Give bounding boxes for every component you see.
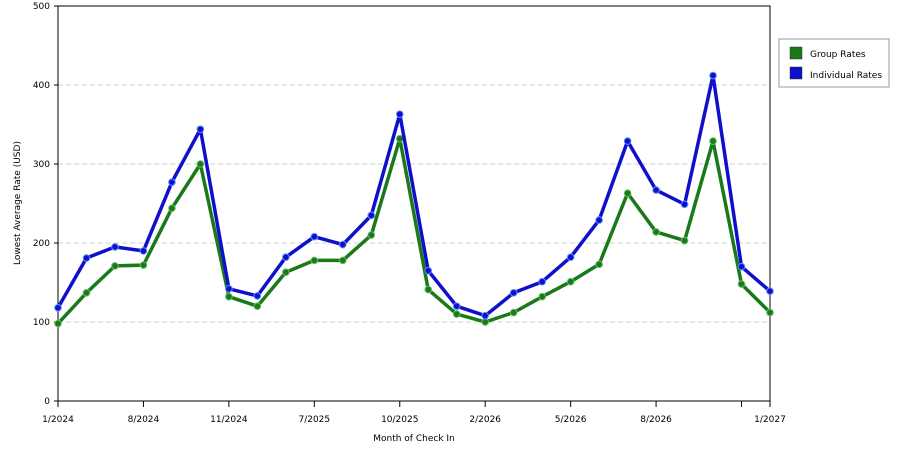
data-point-individual-rates: [310, 232, 319, 241]
x-axis-title: Month of Check In: [373, 434, 455, 444]
x-tick-label: 11/2024: [210, 415, 248, 425]
legend: Group Rates Individual Rates: [778, 38, 890, 88]
data-point-group-rates: [766, 308, 774, 317]
data-point-group-rates: [452, 310, 461, 318]
data-point-individual-rates: [168, 178, 176, 186]
y-tick-label: 200: [33, 239, 50, 249]
x-tick-label: 5/2026: [555, 415, 587, 425]
data-point-individual-rates: [82, 254, 91, 262]
data-point-group-rates: [652, 228, 660, 236]
data-point-group-rates: [225, 292, 233, 301]
data-point-group-rates: [339, 256, 347, 265]
data-point-group-rates: [424, 285, 433, 294]
data-point-individual-rates: [395, 110, 404, 119]
data-point-individual-rates: [282, 253, 290, 262]
data-point-individual-rates: [709, 71, 717, 80]
x-tick-label: 2/2026: [469, 415, 501, 425]
x-tick-label: 10/2025: [381, 415, 418, 425]
data-point-individual-rates: [339, 240, 347, 249]
plot-frame: [57, 5, 771, 402]
data-point-individual-rates: [737, 262, 746, 271]
data-point-individual-rates: [538, 277, 546, 286]
data-point-group-rates: [737, 280, 746, 288]
data-point-individual-rates: [424, 266, 433, 275]
data-point-group-rates: [253, 302, 262, 311]
data-point-individual-rates: [766, 287, 774, 295]
data-point-individual-rates: [139, 247, 148, 255]
x-tick-label: 1/2027: [754, 415, 786, 425]
data-point-individual-rates: [652, 186, 660, 194]
grid-lines: [58, 84, 770, 323]
data-point-individual-rates: [196, 125, 205, 134]
data-point-group-rates: [139, 261, 148, 269]
data-point-group-rates: [709, 137, 717, 145]
data-point-group-rates: [310, 256, 319, 265]
data-point-group-rates: [680, 236, 689, 245]
data-point-group-rates: [196, 160, 205, 168]
data-point-individual-rates: [452, 302, 461, 311]
x-tick-label: 8/2024: [128, 415, 160, 425]
data-point-individual-rates: [111, 243, 119, 251]
series-layer: [54, 71, 774, 328]
data-point-group-rates: [595, 260, 603, 269]
y-axis: 0 100 200 300 400 500: [33, 2, 58, 407]
x-axis: 1/2024 8/2024 11/2024 7/2025 10/2025 2/2026 5/…: [42, 401, 786, 425]
data-point-individual-rates: [481, 311, 490, 320]
y-tick-label: 500: [33, 2, 50, 12]
data-point-individual-rates: [623, 137, 632, 145]
x-tick-label: 7/2025: [298, 415, 330, 425]
legend-label-individual-rates: Individual Rates: [810, 71, 882, 81]
legend-swatch-group-rates: [789, 46, 803, 60]
series-line-individual-rates: [56, 73, 772, 318]
data-point-group-rates: [566, 277, 575, 286]
data-point-individual-rates: [595, 216, 603, 224]
data-point-group-rates: [82, 288, 91, 297]
legend-label-group-rates: Group Rates: [810, 50, 866, 60]
legend-swatch-individual-rates: [789, 66, 803, 80]
data-point-group-rates: [481, 318, 490, 326]
data-point-group-rates: [168, 204, 176, 213]
y-tick-label: 100: [33, 318, 50, 328]
data-point-group-rates: [623, 189, 632, 198]
y-tick-label: 400: [33, 81, 50, 91]
x-tick-label: 1/2024: [42, 415, 74, 425]
data-point-individual-rates: [680, 200, 689, 209]
y-tick-label: 0: [44, 397, 50, 407]
series-line-group-rates: [56, 136, 772, 325]
y-tick-label: 300: [33, 160, 50, 170]
data-point-group-rates: [538, 292, 546, 301]
data-point-individual-rates: [566, 253, 575, 262]
y-axis-title: Lowest Average Rate (USD): [13, 141, 23, 265]
data-point-group-rates: [367, 231, 376, 239]
data-point-individual-rates: [367, 211, 376, 220]
data-point-individual-rates: [253, 292, 262, 300]
data-point-individual-rates: [509, 288, 518, 297]
data-point-group-rates: [111, 262, 119, 270]
data-point-group-rates: [54, 319, 62, 328]
x-tick-label: 8/2026: [640, 415, 672, 425]
data-point-individual-rates: [54, 303, 62, 312]
data-point-group-rates: [282, 268, 290, 277]
data-point-group-rates: [509, 308, 518, 317]
data-point-individual-rates: [225, 285, 233, 293]
